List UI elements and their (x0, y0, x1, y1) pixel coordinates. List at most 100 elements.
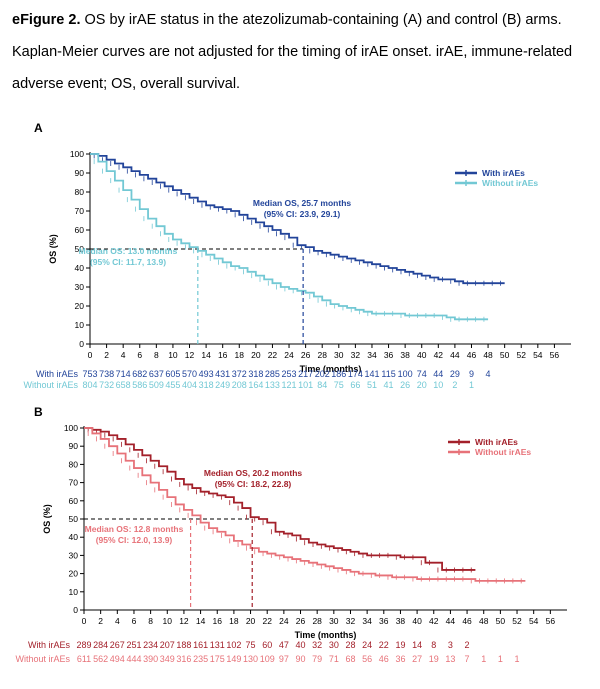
y-tick-label: 70 (75, 206, 85, 216)
risk-count: 284 (93, 640, 108, 650)
figure-caption: eFigure 2. OS by irAE status in the atez… (12, 4, 592, 100)
survival-curve-without-iraes (84, 427, 526, 582)
x-tick-label: 28 (317, 350, 327, 360)
risk-count: 47 (279, 640, 289, 650)
y-tick-label: 90 (75, 168, 85, 178)
x-tick-label: 0 (88, 350, 93, 360)
x-tick-label: 32 (351, 350, 361, 360)
panel-b: B 0 10 20 30 40 50 60 70 80 90 100 0 2 4 6 8 10 12 14 16 18 20… (0, 402, 600, 684)
risk-count: 121 (282, 380, 297, 390)
y-tick-label: 20 (69, 569, 79, 579)
risk-count: 13 (445, 654, 455, 664)
risk-count: 71 (329, 654, 339, 664)
risk-count: 1 (498, 654, 503, 664)
risk-count: 130 (243, 654, 258, 664)
risk-count: 3 (448, 640, 453, 650)
y-tick-label: 60 (69, 496, 79, 506)
x-tick-label: 22 (268, 350, 278, 360)
risk-count: 1 (515, 654, 520, 664)
x-tick-label: 36 (384, 350, 394, 360)
risk-count: 8 (431, 640, 436, 650)
risk-count: 2 (465, 640, 470, 650)
median-annotation-title: Median OS, 25.7 months (253, 198, 352, 208)
x-tick-label: 8 (148, 616, 153, 626)
risk-count: 75 (334, 380, 344, 390)
risk-count: 289 (76, 640, 91, 650)
risk-count: 32 (312, 640, 322, 650)
risk-count: 682 (132, 369, 147, 379)
risk-row-label: With irAEs (28, 640, 71, 650)
x-tick-label: 38 (396, 616, 406, 626)
risk-count: 658 (116, 380, 131, 390)
panel-label: B (34, 405, 43, 419)
x-tick-label: 28 (312, 616, 322, 626)
risk-count: 493 (199, 369, 214, 379)
x-tick-label: 50 (500, 350, 510, 360)
x-tick-label: 44 (446, 616, 456, 626)
median-annotation-ci: (95% CI: 11.7, 13.9) (90, 257, 166, 267)
y-tick-label: 30 (69, 550, 79, 560)
x-tick-label: 10 (168, 350, 178, 360)
risk-count: 68 (345, 654, 355, 664)
risk-count: 102 (226, 640, 241, 650)
x-tick-label: 14 (201, 350, 211, 360)
median-annotation-title: Median OS, 20.2 months (204, 468, 303, 478)
risk-count: 66 (350, 380, 360, 390)
median-annotation-ci: (95% CI: 23.9, 29.1) (264, 209, 341, 219)
x-tick-label: 20 (246, 616, 256, 626)
risk-count: 253 (282, 369, 297, 379)
x-tick-label: 4 (121, 350, 126, 360)
risk-count: 115 (381, 369, 395, 379)
risk-count: 1 (469, 380, 474, 390)
risk-count: 637 (149, 369, 164, 379)
x-tick-label: 48 (483, 350, 493, 360)
risk-count: 390 (143, 654, 158, 664)
x-tick-label: 18 (229, 616, 239, 626)
risk-count: 431 (215, 369, 230, 379)
risk-count: 188 (176, 640, 191, 650)
risk-count: 4 (486, 369, 491, 379)
x-tick-label: 54 (529, 616, 539, 626)
risk-count: 444 (126, 654, 141, 664)
risk-count: 131 (210, 640, 225, 650)
x-tick-label: 0 (82, 616, 87, 626)
risk-count: 285 (265, 369, 280, 379)
y-tick-label: 70 (69, 478, 79, 488)
risk-count: 235 (193, 654, 208, 664)
x-tick-label: 40 (417, 350, 427, 360)
x-tick-label: 56 (546, 616, 556, 626)
y-tick-label: 50 (75, 244, 85, 254)
risk-count: 202 (315, 369, 330, 379)
risk-count: 1 (481, 654, 486, 664)
legend-label: With irAEs (475, 437, 518, 447)
risk-count: 29 (450, 369, 460, 379)
risk-count: 316 (176, 654, 191, 664)
x-tick-label: 24 (279, 616, 289, 626)
y-tick-label: 30 (75, 282, 85, 292)
x-tick-label: 26 (301, 350, 311, 360)
y-tick-label: 0 (79, 339, 84, 349)
risk-count: 36 (395, 654, 405, 664)
x-tick-label: 40 (412, 616, 422, 626)
x-tick-label: 24 (284, 350, 294, 360)
y-tick-label: 80 (75, 187, 85, 197)
risk-count: 46 (379, 654, 389, 664)
risk-count: 738 (99, 369, 114, 379)
risk-count: 14 (412, 640, 422, 650)
x-tick-label: 6 (137, 350, 142, 360)
x-tick-label: 20 (251, 350, 261, 360)
x-tick-label: 46 (467, 350, 477, 360)
x-tick-label: 6 (132, 616, 137, 626)
x-tick-label: 30 (334, 350, 344, 360)
x-axis-label: Time (months) (295, 630, 357, 640)
risk-count: 22 (379, 640, 389, 650)
x-tick-label: 30 (329, 616, 339, 626)
risk-count: 186 (331, 369, 346, 379)
x-tick-label: 42 (434, 350, 444, 360)
y-axis-label: OS (%) (42, 504, 52, 534)
risk-count: 161 (193, 640, 208, 650)
x-tick-label: 48 (479, 616, 489, 626)
risk-count: 267 (110, 640, 125, 650)
survival-curve-with-iraes (90, 153, 505, 285)
